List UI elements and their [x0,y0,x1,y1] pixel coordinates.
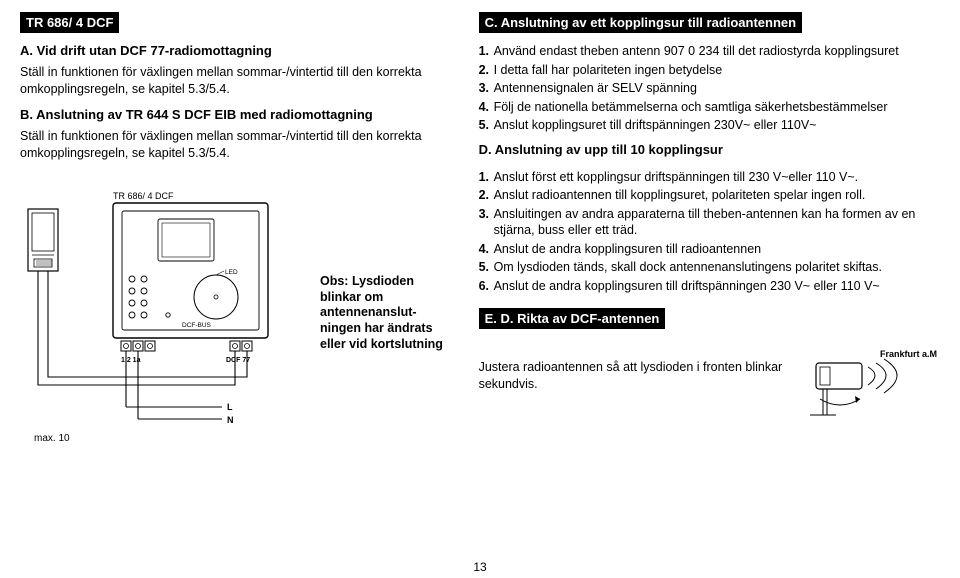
list-item: 5.Anslut kopplingsuret till driftspännin… [479,117,940,134]
list-item: 3.Ansluitingen av andra apparaterna till… [479,206,940,239]
list-item: 6.Anslut de andra kopplingsuren till dri… [479,278,940,295]
section-e-text: Justera radioantennen så att lysdioden i… [479,345,792,392]
wiring-diagram: TR 686/ 4 DCF [20,179,310,444]
section-e-bar: E. D. Rikta av DCF-antennen [479,308,666,329]
svg-text:LED: LED [225,269,238,276]
list-item: 5.Om lysdioden tänds, skall dock antenne… [479,259,940,276]
section-c-list: 1.Använd endast theben antenn 907 0 234 … [479,43,940,136]
antenna-illustration: Frankfurt a.M [810,345,940,425]
section-d-title: D. Anslutning av upp till 10 kopplingsur [479,142,940,157]
list-item: 4.Följ de nationella betämmelserna och s… [479,99,940,116]
list-item: 1.Använd endast theben antenn 907 0 234 … [479,43,940,60]
list-item: 1.Anslut först ett kopplingsur driftspän… [479,169,940,186]
left-header-bar: TR 686/ 4 DCF [20,12,119,33]
list-item: 4.Anslut de andra kopplingsuren till rad… [479,241,940,258]
section-d-list: 1.Anslut först ett kopplingsur driftspän… [479,169,940,297]
section-a-title: A. Vid drift utan DCF 77-radiomottagning [20,43,455,58]
svg-text:L: L [227,402,233,412]
obs-note: Obs: Lysdioden blinkar om antennenanslut… [320,274,450,352]
section-b-title: B. Anslutning av TR 644 S DCF EIB med ra… [20,107,455,122]
section-c-bar: C. Anslutning av ett kopplingsur till ra… [479,12,803,33]
list-item: 2.I detta fall har polariteten ingen bet… [479,62,940,79]
svg-text:DCF-BUS: DCF-BUS [182,322,212,329]
list-item: 2.Anslut radioantennen till kopplingsure… [479,187,940,204]
max-label: max. 10 [34,433,310,444]
diagram-title: TR 686/ 4 DCF [113,191,174,201]
list-item: 3.Antennensignalen är SELV spänning [479,80,940,97]
svg-text:Frankfurt a.M: Frankfurt a.M [880,349,937,359]
svg-text:N: N [227,415,234,425]
section-b-body: Ställ in funktionen för växlingen mellan… [20,128,455,161]
page-number: 13 [0,560,960,574]
section-a-body: Ställ in funktionen för växlingen mellan… [20,64,455,97]
